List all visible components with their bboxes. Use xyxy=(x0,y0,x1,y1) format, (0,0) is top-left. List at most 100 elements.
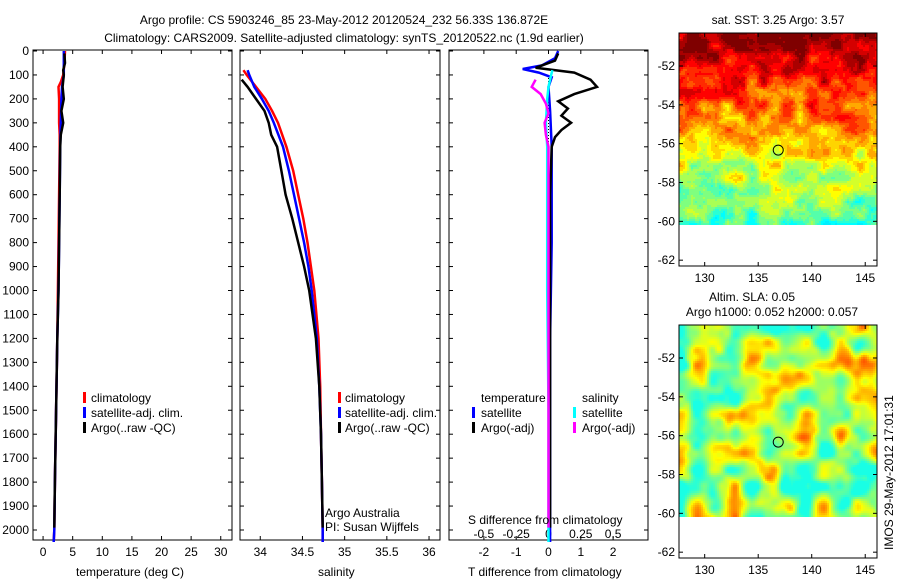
lat-tick-label: -58 xyxy=(658,468,676,482)
y-tick-label: 400 xyxy=(9,140,29,154)
lat-tick-label: -54 xyxy=(658,390,676,404)
lat-tick-label: -58 xyxy=(658,176,676,190)
legend-header-salinity: salinity xyxy=(582,391,619,405)
x-tick-label: 15 xyxy=(125,545,139,559)
salinity-xlabel: salinity xyxy=(318,565,355,579)
x-tick-label: 0 xyxy=(40,545,47,559)
lat-tick-label: -62 xyxy=(658,253,676,267)
sla-map-image xyxy=(679,325,877,517)
x-tick-label: 5 xyxy=(69,545,76,559)
lat-tick-label: -56 xyxy=(658,137,676,151)
lat-tick-label: -60 xyxy=(658,214,676,228)
legend-label: Argo(..raw -QC) xyxy=(91,421,176,435)
plot-area xyxy=(239,49,441,541)
x-tick-label: 20 xyxy=(155,545,169,559)
map-frame xyxy=(678,324,878,559)
x-tick-label: 0 xyxy=(545,545,552,559)
y-tick-label: 1700 xyxy=(2,451,29,465)
y-tick-label: 700 xyxy=(9,212,29,226)
x-tick-label: 25 xyxy=(184,545,198,559)
y-tick-label: 1300 xyxy=(2,355,29,369)
lon-tick-label: 145 xyxy=(855,563,875,577)
title-line-1: Argo profile: CS 5903246_85 23-May-2012 … xyxy=(140,13,548,27)
y-tick-label: 0 xyxy=(22,44,29,58)
y-tick-label: 600 xyxy=(9,188,29,202)
sla-map-subtitle: Argo h1000: 0.052 h2000: 0.057 xyxy=(686,305,858,319)
sst-map-image xyxy=(679,33,877,225)
temperature-xlabel: temperature (deg C) xyxy=(76,565,184,579)
y-tick-label: 300 xyxy=(9,116,29,130)
sst-map-title: sat. SST: 3.25 Argo: 3.57 xyxy=(712,13,845,27)
y-tick-label: 100 xyxy=(9,68,29,82)
lon-tick-label: 135 xyxy=(748,563,768,577)
imos-watermark: IMOS 29-May-2012 17:01:31 xyxy=(882,395,896,550)
x-tick-label: -1 xyxy=(511,545,522,559)
map-frame xyxy=(678,32,878,267)
y-tick-label: 1800 xyxy=(2,475,29,489)
x-tick-label: 34 xyxy=(254,545,268,559)
legend-swatch-satellite xyxy=(338,407,341,418)
y-tick-label: 1200 xyxy=(2,331,29,345)
legend-swatch-t-satellite xyxy=(472,407,475,418)
salinity-panel: 34 34.5 35 35.5 36 xyxy=(239,49,441,559)
x-tick-label: 35 xyxy=(338,545,352,559)
x-tick-label: -2 xyxy=(479,545,490,559)
x-tick-label: 34.5 xyxy=(291,545,315,559)
legend-swatch-t-argo xyxy=(472,422,475,433)
x-tick-label: 2 xyxy=(610,545,617,559)
series-line-s-argo-adj- xyxy=(530,79,550,528)
lat-tick-label: -52 xyxy=(658,351,676,365)
y-tick-label: 2000 xyxy=(2,523,29,537)
x2-tick-label: -0.25 xyxy=(503,527,531,541)
y-tick-label: 500 xyxy=(9,164,29,178)
difference-legend: temperature salinity satellite Argo(-adj… xyxy=(472,391,635,435)
y-tick-label: 1100 xyxy=(3,307,29,321)
legend-swatch-climatology xyxy=(338,392,341,403)
lat-tick-label: -60 xyxy=(658,506,676,520)
y-tick-label: 1500 xyxy=(2,403,29,417)
credit-line-2: PI: Susan Wijffels xyxy=(325,520,419,534)
title-line-2: Climatology: CARS2009. Satellite-adjuste… xyxy=(104,31,584,45)
lon-tick-label: 140 xyxy=(802,271,822,285)
lon-tick-label: 130 xyxy=(695,563,715,577)
sst-map-panel: 130 135 140 145 -52 -54 -56 -58 -60 -62 xyxy=(658,32,878,285)
series-line-t-argo-adj- xyxy=(535,52,600,528)
legend-swatch-argo xyxy=(338,422,341,433)
temperature-legend: climatology satellite-adj. clim. Argo(..… xyxy=(83,391,183,435)
series-line-argo-raw-qc- xyxy=(53,53,67,528)
x-tick-label: 30 xyxy=(214,545,228,559)
lon-tick-label: 130 xyxy=(695,271,715,285)
temperature-panel: 0100200300400500600700800900100011001200… xyxy=(2,44,233,559)
tdiff-xlabel: T difference from climatology xyxy=(468,565,622,579)
lat-tick-label: -54 xyxy=(658,98,676,112)
lat-tick-label: -52 xyxy=(658,59,676,73)
legend-label: satellite xyxy=(481,406,522,420)
x2-tick-label: 0.25 xyxy=(569,527,593,541)
argo-location-marker xyxy=(772,436,784,448)
legend-header-temperature: temperature xyxy=(481,391,546,405)
lon-tick-label: 145 xyxy=(855,271,875,285)
legend-swatch-s-argo xyxy=(573,422,576,433)
series-line-argo-raw-qc- xyxy=(240,78,324,528)
y-tick-label: 1400 xyxy=(2,379,29,393)
legend-label: satellite-adj. clim. xyxy=(345,406,437,420)
legend-swatch-argo xyxy=(83,422,86,433)
legend-label: satellite xyxy=(582,406,623,420)
x-tick-label: 36 xyxy=(422,545,436,559)
lat-tick-label: -62 xyxy=(658,545,676,559)
y-tick-label: 1600 xyxy=(2,427,29,441)
x-tick-label: 35.5 xyxy=(375,545,399,559)
legend-label: climatology xyxy=(345,391,405,405)
legend-label: satellite-adj. clim. xyxy=(91,406,183,420)
sla-map-title: Altim. SLA: 0.05 xyxy=(709,290,795,304)
sdiff-xlabel: S difference from climatology xyxy=(468,513,623,527)
y-tick-label: 900 xyxy=(9,260,29,274)
lon-tick-label: 135 xyxy=(748,271,768,285)
plot-area xyxy=(32,49,233,541)
legend-swatch-satellite xyxy=(83,407,86,418)
legend-label: Argo(..raw -QC) xyxy=(345,421,430,435)
argo-location-marker xyxy=(772,144,784,156)
credit-line-1: Argo Australia xyxy=(325,506,400,520)
x2-tick-label: 0.5 xyxy=(605,527,622,541)
lat-tick-label: -56 xyxy=(658,429,676,443)
